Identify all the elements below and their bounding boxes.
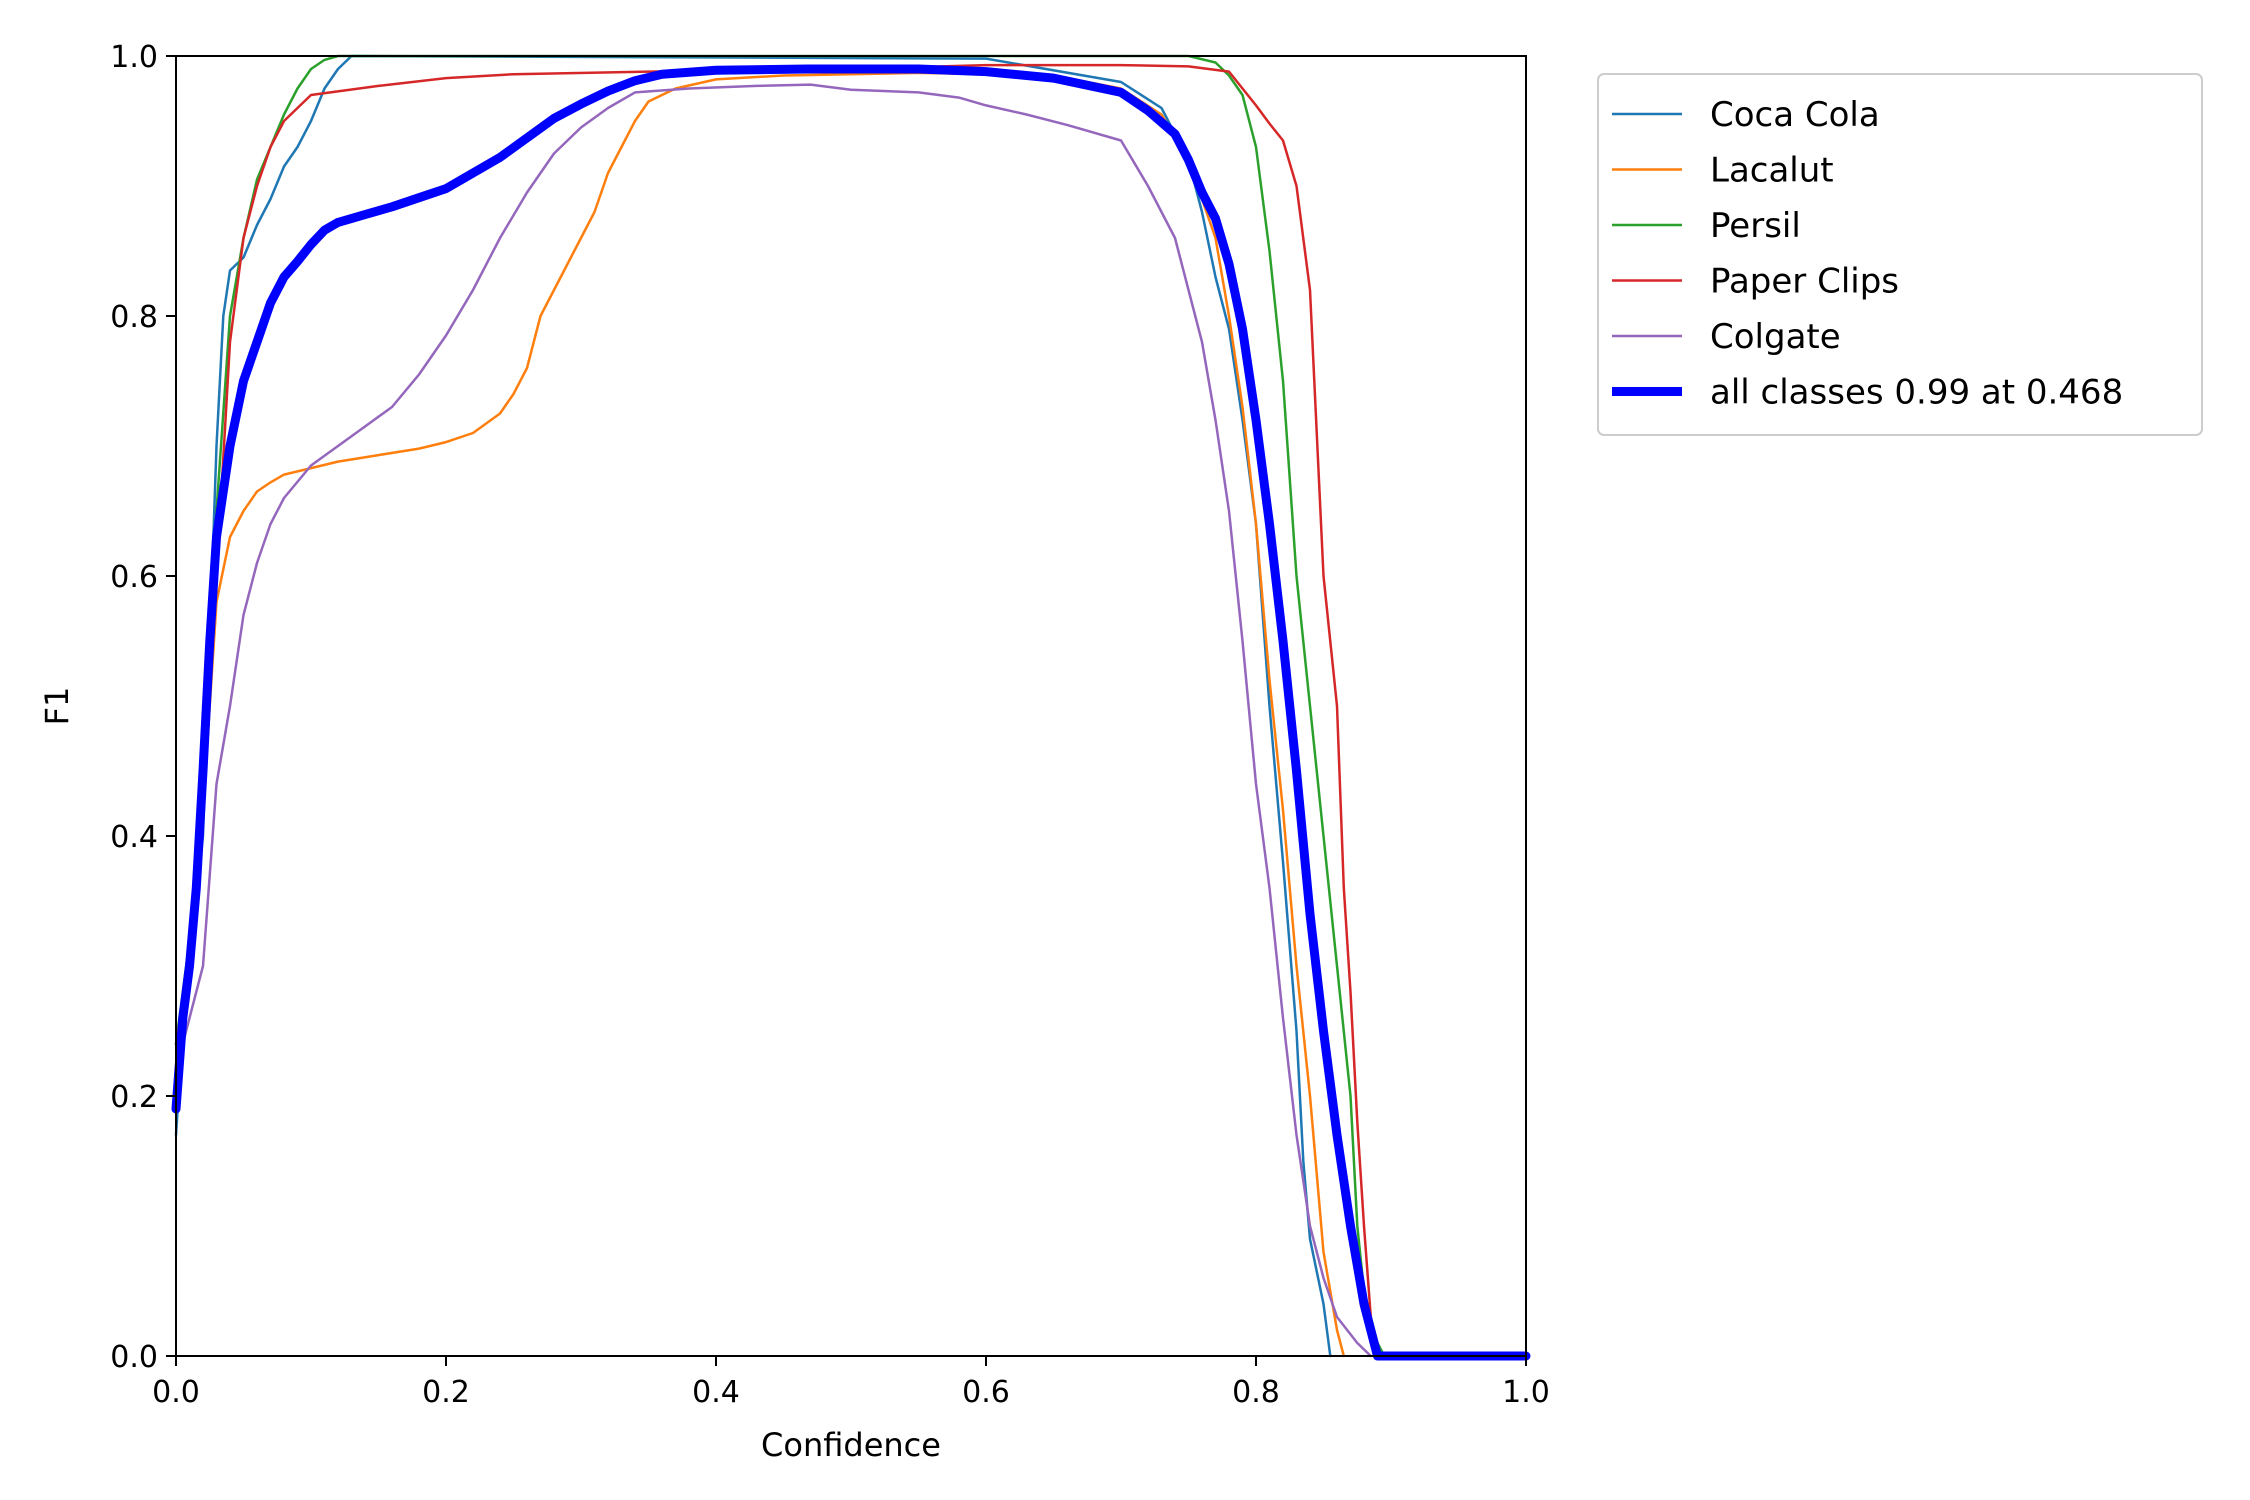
legend-label: Colgate (1710, 317, 1841, 357)
y-tick-label: 1.0 (110, 40, 158, 75)
x-tick-label: 1.0 (1502, 1375, 1550, 1410)
y-tick-label: 0.6 (110, 560, 158, 595)
y-axis-label: F1 (38, 687, 76, 726)
y-axis-ticks: 0.0 0.2 0.4 0.6 0.8 1.0 (110, 40, 176, 1375)
legend-label: all classes 0.99 at 0.468 (1710, 373, 2123, 413)
plot-frame (175, 55, 1527, 1357)
legend: Coca Cola Lacalut Persil Paper Clips Colgate… (1597, 73, 2203, 436)
legend-label: Coca Cola (1710, 95, 1880, 135)
x-axis-label: Confidence (761, 1426, 941, 1464)
y-tick-label: 0.2 (110, 1080, 158, 1115)
x-tick-label: 0.0 (152, 1375, 200, 1410)
x-tick-label: 0.2 (422, 1375, 470, 1410)
legend-label: Persil (1710, 206, 1801, 246)
series-layer (171, 54, 1531, 1361)
x-tick-label: 0.4 (692, 1375, 740, 1410)
series-line-4 (174, 83, 1373, 1358)
series-line-3 (174, 63, 1379, 1358)
legend-box (1597, 73, 2203, 436)
y-tick-label: 0.0 (110, 1340, 158, 1375)
y-tick-label: 0.8 (110, 300, 158, 335)
series-line-0 (174, 54, 1332, 1358)
series-line-1 (174, 71, 1346, 1358)
x-tick-label: 0.8 (1232, 1375, 1280, 1410)
y-tick-label: 0.4 (110, 820, 158, 855)
x-axis-ticks: 0.0 0.2 0.4 0.6 0.8 1.0 (152, 1356, 1550, 1410)
legend-label: Lacalut (1710, 151, 1834, 191)
x-tick-label: 0.6 (962, 1375, 1010, 1410)
series-line-5 (171, 64, 1531, 1361)
legend-label: Paper Clips (1710, 262, 1899, 302)
